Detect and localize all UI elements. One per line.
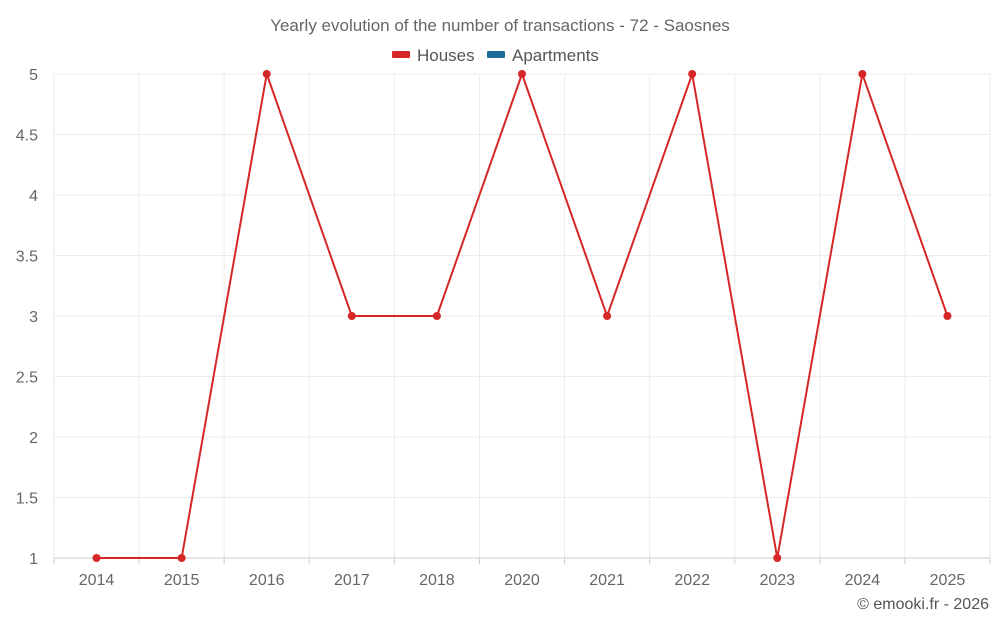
chart-title: Yearly evolution of the number of transa… <box>270 16 730 35</box>
x-tick-label: 2022 <box>674 572 710 589</box>
y-tick-label: 1 <box>29 551 38 568</box>
legend: Houses Apartments <box>392 46 599 65</box>
data-point-houses[interactable] <box>773 554 782 562</box>
x-tick-label: 2017 <box>334 572 370 589</box>
x-tick-label: 2014 <box>79 572 115 589</box>
data-point-houses[interactable] <box>518 70 526 78</box>
series <box>92 70 952 562</box>
y-axis: 1 1.5 2 2.5 3 3.5 4 4.5 5 <box>16 67 38 568</box>
y-tick-label: 3 <box>29 309 38 326</box>
data-point-houses[interactable] <box>688 70 697 78</box>
x-tick-label: 2016 <box>249 572 285 589</box>
data-point-houses[interactable] <box>347 312 356 320</box>
data-point-houses[interactable] <box>603 312 612 320</box>
y-tick-label: 2.5 <box>16 370 38 387</box>
legend-label-houses: Houses <box>417 46 475 65</box>
credit-text: © emooki.fr - 2026 <box>857 596 989 613</box>
data-point-houses[interactable] <box>262 70 271 78</box>
x-tick-label: 2020 <box>504 572 540 589</box>
y-tick-label: 5 <box>29 67 38 84</box>
data-point-houses[interactable] <box>177 554 186 562</box>
x-tick-label: 2023 <box>759 572 795 589</box>
legend-swatch-apartments <box>487 51 505 58</box>
legend-item-houses[interactable]: Houses <box>392 46 475 65</box>
x-tick-label: 2018 <box>419 572 455 589</box>
data-point-houses[interactable] <box>92 554 101 562</box>
y-tick-label: 3.5 <box>16 249 38 266</box>
legend-swatch-houses <box>392 51 410 58</box>
data-point-houses[interactable] <box>858 70 867 78</box>
y-tick-label: 4 <box>29 188 38 205</box>
y-tick-label: 4.5 <box>16 128 38 145</box>
x-axis: 2014 2015 2016 2017 2018 2020 2021 2022 2023 2024… <box>53 557 991 589</box>
data-point-houses[interactable] <box>432 312 441 320</box>
legend-item-apartments[interactable]: Apartments <box>487 46 599 65</box>
legend-label-apartments: Apartments <box>512 46 599 65</box>
y-tick-label: 2 <box>29 430 38 447</box>
x-tick-label: 2015 <box>164 572 200 589</box>
y-tick-label: 1.5 <box>16 491 38 508</box>
x-tick-label: 2024 <box>845 572 881 589</box>
x-tick-label: 2021 <box>589 572 625 589</box>
data-point-houses[interactable] <box>943 312 952 320</box>
x-tick-label: 2025 <box>930 572 966 589</box>
